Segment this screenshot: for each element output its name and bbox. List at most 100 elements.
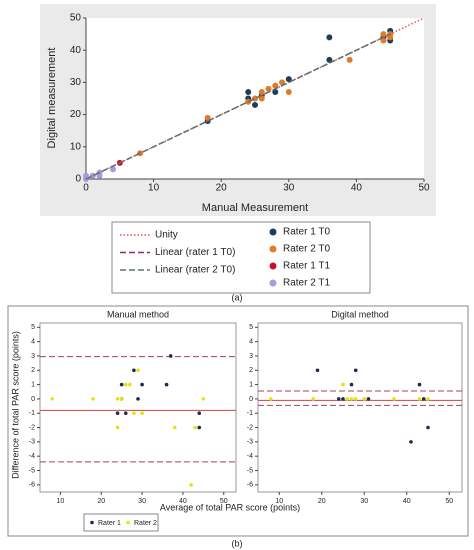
point [349,382,354,387]
point [380,31,387,38]
y-tick-label: 3 [31,353,35,360]
point [119,382,124,387]
point [115,397,120,401]
point [258,89,265,96]
legend-label: Rater 2 [134,520,157,527]
x-tick-label: 0 [83,183,89,194]
y-tick-label: -2 [29,424,35,431]
point [132,368,136,373]
point [346,56,353,63]
y-tick-label: -3 [247,439,253,446]
y-tick-label: 0 [31,396,35,403]
plot-title: Digital method [331,309,389,319]
point [252,95,258,102]
x-tick-label: 30 [138,498,146,505]
point [268,397,273,401]
point [258,95,265,102]
y-tick-label: -1 [29,410,35,417]
y-tick-label: -6 [247,482,253,489]
y-tick-label: -2 [247,424,253,431]
point [341,397,345,401]
point [345,397,350,401]
point [272,89,279,96]
legend-box [111,221,371,294]
point [50,397,55,401]
x-axis-label: Average of total PAR score (points) [160,502,300,512]
x-tick-label: 50 [418,183,430,194]
point [285,76,292,83]
y-axis-label: Difference of total PAR score (points) [10,331,20,479]
point [119,397,124,401]
y-tick-label: 4 [31,338,35,345]
point [353,397,358,401]
panel-label: (b) [232,538,243,548]
x-tick-label: 10 [275,498,283,505]
point [83,172,89,179]
legend-label: Rater 1 [98,520,121,527]
legend-label: Linear (rater 2 T0) [155,265,235,276]
y-tick-label: 1 [31,381,35,388]
point [140,411,144,416]
y-tick-label: 5 [31,324,35,331]
point [353,368,358,373]
legend-swatch [269,279,277,287]
point [366,397,371,401]
point [265,85,272,92]
y-tick-label: 0 [249,396,253,403]
plot-area [257,322,463,493]
legend-swatch [269,262,277,270]
y-tick-label: -4 [29,453,35,460]
point [362,397,367,401]
y-tick-label: -5 [29,467,35,474]
x-tick-label: 20 [216,183,228,194]
point [279,79,286,86]
y-tick-label: 0 [75,174,81,185]
point [315,368,320,373]
point [136,368,140,373]
point [164,382,169,387]
y-tick-label: -1 [247,410,253,417]
y-tick-label: 50 [70,13,82,24]
point [245,89,252,96]
legend-label: Unity [155,230,178,241]
fit-line [85,33,391,180]
point [380,37,387,44]
point [140,382,144,387]
point [193,425,197,430]
point [136,397,140,401]
point [204,114,211,121]
x-tick-label: 30 [360,498,368,505]
point [336,397,341,401]
point [426,397,430,401]
point [132,411,136,416]
plot-title: Manual method [107,309,169,319]
panel-b-frame [7,305,469,537]
x-axis-label: Manual Measurement [202,202,308,214]
y-tick-label: 3 [249,353,253,360]
legend-label: Linear (rater 1 T0) [155,247,235,258]
legend-label: Rater 1 T1 [283,261,330,272]
point [115,425,120,430]
x-tick-label: 40 [403,498,411,505]
point [272,82,279,89]
point [252,101,258,108]
x-tick-label: 20 [318,498,326,505]
point [417,397,422,401]
point [341,382,345,387]
y-tick-label: -4 [247,453,253,460]
x-tick-label: 50 [220,498,228,505]
point [349,397,354,401]
legend-swatch [126,520,130,525]
legend-label: Rater 1 T0 [283,227,330,238]
x-tick-label: 20 [97,498,105,505]
y-tick-label: 2 [249,367,253,374]
point [123,411,128,416]
point [326,56,333,63]
point [421,397,426,401]
point [285,89,292,96]
point [392,397,396,401]
legend-swatch [269,245,277,253]
x-tick-label: 30 [283,183,295,194]
point [172,425,177,430]
